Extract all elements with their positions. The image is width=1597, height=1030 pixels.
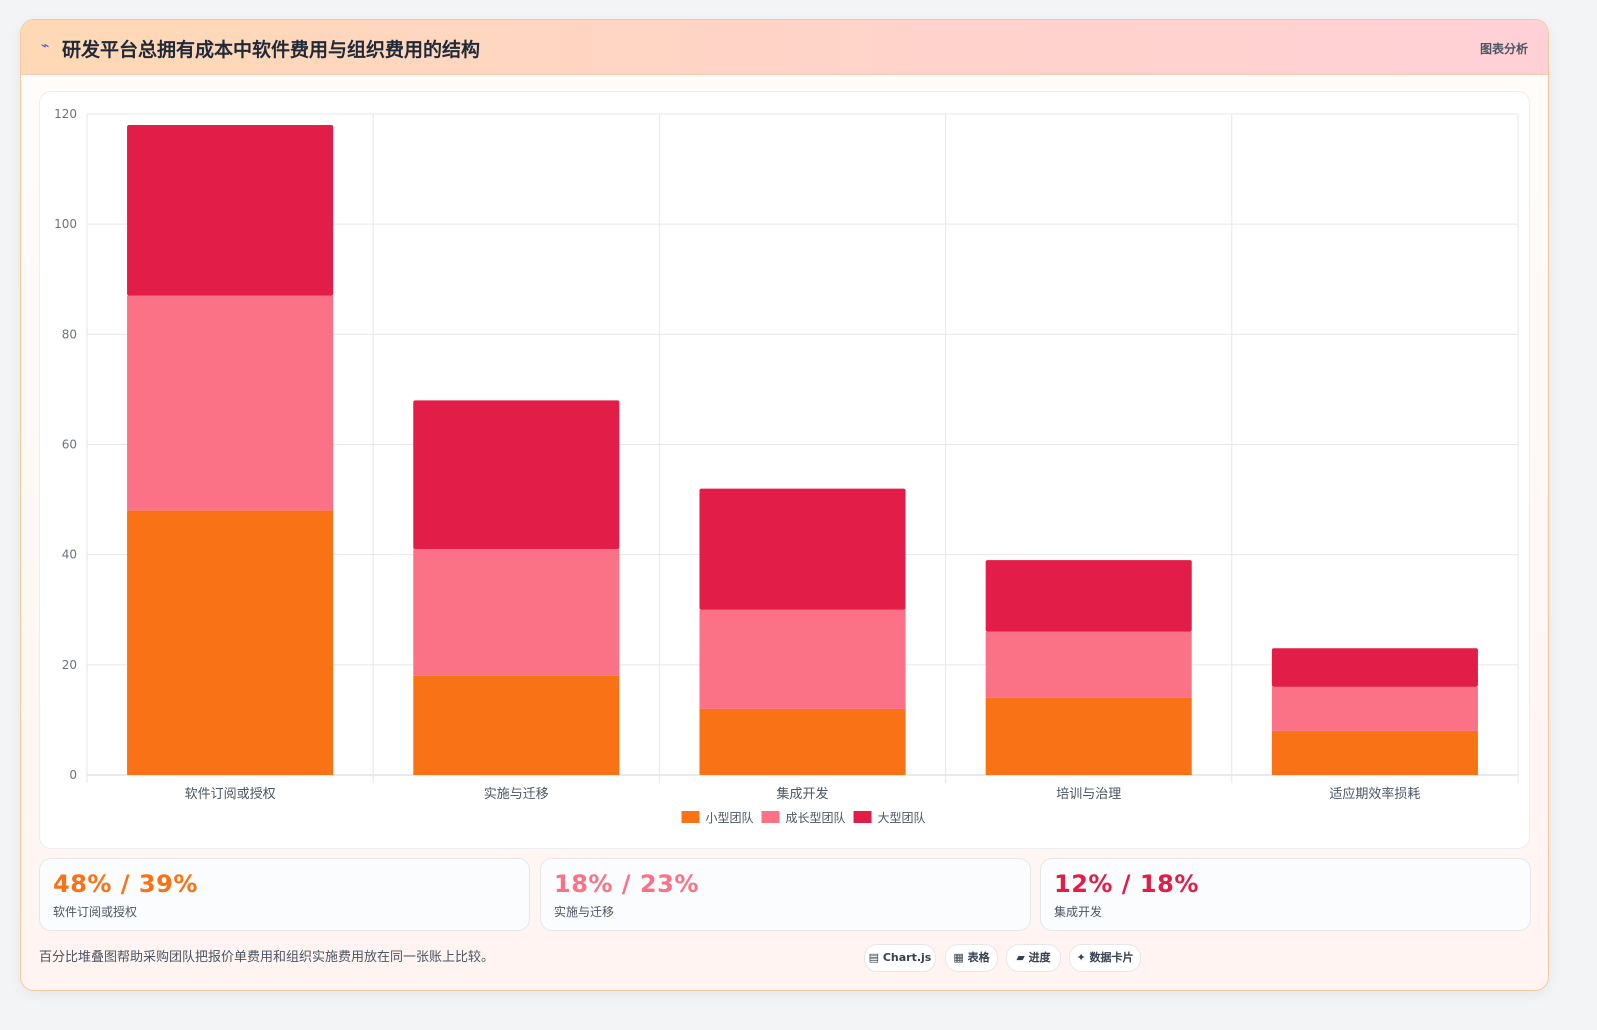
bar-segment	[413, 400, 620, 550]
bar-segment	[699, 488, 906, 610]
bar-segment	[699, 708, 906, 775]
legend-label: 成长型团队	[786, 810, 846, 825]
x-tick-label: 培训与治理	[1056, 786, 1121, 802]
y-tick-label: 60	[62, 438, 77, 452]
bolt-icon: ⌁	[41, 38, 50, 54]
bar-segment	[985, 560, 1192, 632]
tag-table[interactable]: ▦ 表格	[945, 944, 998, 972]
tag-data-card[interactable]: ✦ 数据卡片	[1069, 944, 1141, 972]
chart-panel: ⌁ 研发平台总拥有成本中软件费用与组织费用的结构 图表分析 0 20 40 60 80 1…	[20, 19, 1549, 991]
x-tick-label: 集成开发	[776, 786, 828, 802]
bar-segment	[127, 295, 334, 511]
legend-swatch	[761, 811, 780, 823]
bar-segment	[127, 510, 334, 775]
bar-segment	[413, 549, 620, 676]
stat-card-3: 12% / 18% 集成开发	[1040, 858, 1531, 931]
x-tick-label: 实施与迁移	[484, 787, 549, 802]
stat-value: 18% / 23%	[554, 870, 699, 898]
bar-segment	[413, 675, 620, 775]
y-tick-label: 120	[54, 107, 77, 121]
y-tick-label: 20	[62, 658, 77, 672]
bar-segment	[1271, 730, 1478, 775]
chart-card: 0 20 40 60 80 100 120 软件订阅或授权 实施与迁移 集成开发 培训与治理 适应期效…	[39, 91, 1530, 849]
chart-analysis-badge: 图表分析	[1479, 42, 1528, 56]
stat-card-1: 48% / 39% 软件订阅或授权	[39, 858, 530, 931]
y-tick-label: 0	[69, 768, 77, 782]
bar-segment	[699, 609, 906, 709]
y-tick-label: 100	[54, 217, 77, 231]
tag-chartjs[interactable]: ▤ Chart.js	[864, 944, 936, 972]
stat-label: 软件订阅或授权	[53, 905, 138, 919]
legend-swatch	[681, 811, 700, 823]
legend-label: 小型团队	[706, 810, 754, 825]
x-tick-label: 适应期效率损耗	[1329, 786, 1420, 802]
legend-swatch	[853, 811, 872, 823]
bar-segment	[1271, 648, 1478, 687]
stat-label: 实施与迁移	[554, 905, 615, 919]
stat-label: 集成开发	[1054, 905, 1103, 919]
stat-value: 12% / 18%	[1054, 870, 1199, 898]
panel-header: ⌁ 研发平台总拥有成本中软件费用与组织费用的结构 图表分析	[21, 20, 1548, 75]
stacked-bar-chart: 0 20 40 60 80 100 120 软件订阅或授权 实施与迁移 集成开发 培训与治理 适应期效…	[54, 107, 1519, 825]
bar-segment	[1271, 686, 1478, 731]
y-tick-label: 80	[62, 327, 77, 341]
stat-value: 48% / 39%	[53, 870, 198, 898]
stat-card-2: 18% / 23% 实施与迁移	[540, 858, 1031, 931]
bar-segment	[985, 631, 1192, 698]
bar-segment	[127, 125, 334, 296]
page-title: 研发平台总拥有成本中软件费用与组织费用的结构	[62, 39, 481, 61]
y-tick-label: 40	[62, 548, 77, 562]
chart-footnote: 百分比堆叠图帮助采购团队把报价单费用和组织实施费用放在同一张账上比较。	[39, 950, 495, 965]
bar-segment	[985, 697, 1192, 775]
x-tick-label: 软件订阅或授权	[185, 786, 276, 802]
tag-progress[interactable]: ▰ 进度	[1006, 944, 1061, 972]
legend-label: 大型团队	[878, 810, 926, 825]
